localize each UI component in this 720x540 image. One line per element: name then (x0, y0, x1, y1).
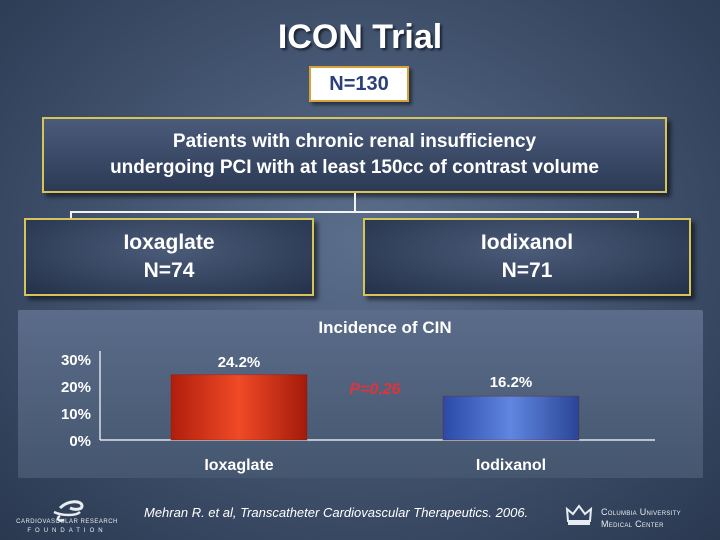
p-value-annotation: P=0.26 (349, 381, 400, 398)
connector-right-drop (637, 211, 639, 219)
y-tick-label: 0% (69, 433, 91, 450)
cumc-logo-line1: Columbia University (601, 507, 681, 517)
y-tick-label: 20% (61, 379, 91, 396)
cumc-logo-line2: Medical Center (601, 519, 664, 529)
total-n-box: N=130 (309, 66, 409, 102)
slide-title: ICON Trial (277, 18, 443, 56)
bar-iodixanol (442, 395, 580, 441)
connector-vertical-main (354, 193, 356, 212)
x-category-label: Ioxaglate (204, 457, 273, 474)
chart-panel (18, 310, 703, 478)
bar-value-label: 16.2% (490, 374, 533, 391)
crf-logo-line1: CARDIOVASCULAR RESEARCH (16, 519, 118, 525)
total-n-label: N=130 (329, 72, 389, 95)
arm-box-iodixanol: Iodixanol N=71 (363, 218, 691, 296)
crf-logo-icon (53, 500, 84, 522)
connector-horizontal (70, 211, 639, 213)
cumc-logo-text: Columbia University Medical Center (601, 506, 716, 530)
chart-title: Incidence of CIN (318, 318, 452, 337)
x-category-label: Iodixanol (476, 457, 546, 474)
bar-ioxaglate (170, 374, 308, 441)
population-box: Patients with chronic renal insufficienc… (42, 117, 667, 193)
arm-name: Iodixanol (480, 231, 574, 254)
citation: Mehran R. et al, Transcatheter Cardiovas… (144, 505, 529, 520)
bar-value-label: 24.2% (218, 354, 261, 371)
y-tick-label: 30% (61, 352, 91, 369)
crown-logo-icon (565, 504, 593, 525)
crf-logo-line2: FOUNDATION (27, 528, 107, 534)
arm-n: N=74 (143, 259, 195, 282)
arm-box-ioxaglate: Ioxaglate N=74 (24, 218, 314, 296)
y-tick-label: 10% (61, 406, 91, 423)
population-line-1: Patients with chronic renal insufficienc… (172, 131, 537, 152)
connector-left-drop (70, 211, 72, 219)
population-line-2: undergoing PCI with at least 150cc of co… (110, 157, 599, 178)
arm-n: N=71 (501, 259, 553, 282)
arm-name: Ioxaglate (123, 231, 215, 254)
